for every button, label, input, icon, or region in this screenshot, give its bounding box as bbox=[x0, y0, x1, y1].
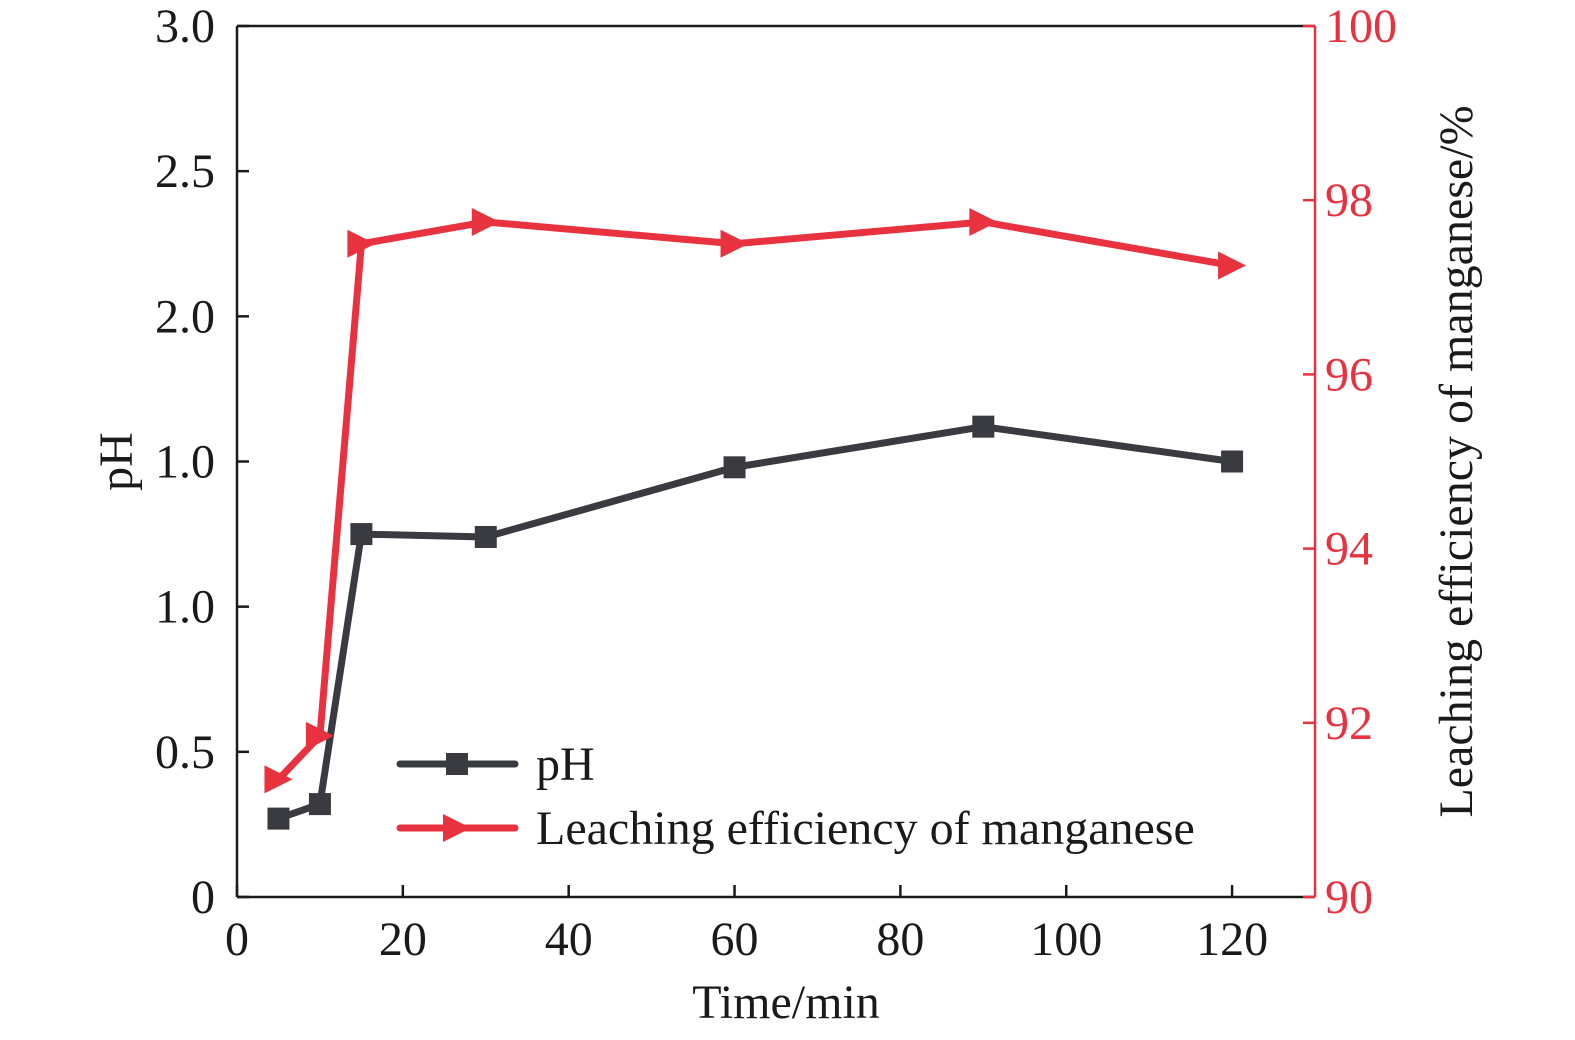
y-tick-label-left: 0.5 bbox=[155, 726, 215, 779]
y-tick-label-left: 2.0 bbox=[155, 290, 215, 343]
x-tick-label: 120 bbox=[1196, 913, 1268, 966]
y-tick-label-right: 100 bbox=[1325, 0, 1397, 53]
legend-ph-marker bbox=[446, 753, 468, 775]
legend-leaching-marker bbox=[443, 814, 471, 842]
y-tick-label-left: 0 bbox=[191, 871, 215, 924]
ph-series-line bbox=[274, 423, 1236, 823]
y-tick-label-left: 1.0 bbox=[155, 581, 215, 634]
leaching-data-point bbox=[1218, 251, 1247, 280]
x-tick-label: 40 bbox=[545, 913, 593, 966]
ph-data-point bbox=[474, 525, 497, 548]
ph-data-point bbox=[350, 523, 373, 546]
legend-leaching-label: Leaching efficiency of manganese bbox=[536, 802, 1195, 855]
axes-group: 0 20 40 60 80 100 120 0 0.5 1.0 1.0 2.0 2.5 3.0 90 92 94… bbox=[155, 0, 1397, 966]
y-axis-title-right: Leaching efficiency of manganese/% bbox=[1430, 105, 1483, 817]
y-tick-label-right: 92 bbox=[1325, 697, 1373, 750]
x-tick-label: 0 bbox=[225, 913, 249, 966]
leaching-data-point bbox=[305, 721, 334, 750]
leaching-data-point bbox=[969, 207, 998, 236]
x-tick-label: 80 bbox=[876, 913, 924, 966]
y-tick-label-left: 1.0 bbox=[155, 436, 215, 489]
leaching-data-point bbox=[471, 207, 500, 236]
y-axis-title-left: pH bbox=[90, 432, 143, 491]
leaching-series-line bbox=[274, 218, 1236, 783]
y-tick-label-right: 94 bbox=[1325, 523, 1373, 576]
leaching-data-point bbox=[347, 229, 376, 258]
y-tick-label-right: 90 bbox=[1325, 871, 1373, 924]
x-tick-label: 20 bbox=[379, 913, 427, 966]
ph-data-point bbox=[1221, 450, 1244, 473]
series-group bbox=[264, 207, 1247, 830]
legend: pH Leaching efficiency of manganese bbox=[396, 738, 1195, 855]
ph-data-point bbox=[267, 807, 290, 830]
y-tick-label-left: 2.5 bbox=[155, 145, 215, 198]
y-tick-label-right: 96 bbox=[1325, 348, 1373, 401]
leaching-data-point bbox=[264, 765, 293, 794]
ph-data-point bbox=[723, 456, 746, 479]
x-tick-label: 100 bbox=[1030, 913, 1102, 966]
x-tick-label: 60 bbox=[711, 913, 759, 966]
leaching-data-point bbox=[720, 229, 749, 258]
y-tick-label-right: 98 bbox=[1325, 174, 1373, 227]
legend-ph-label: pH bbox=[536, 738, 595, 791]
y-tick-label-left: 3.0 bbox=[155, 0, 215, 53]
x-axis-title: Time/min bbox=[692, 976, 880, 1029]
ph-data-point bbox=[308, 793, 331, 816]
ph-data-point bbox=[972, 415, 995, 438]
